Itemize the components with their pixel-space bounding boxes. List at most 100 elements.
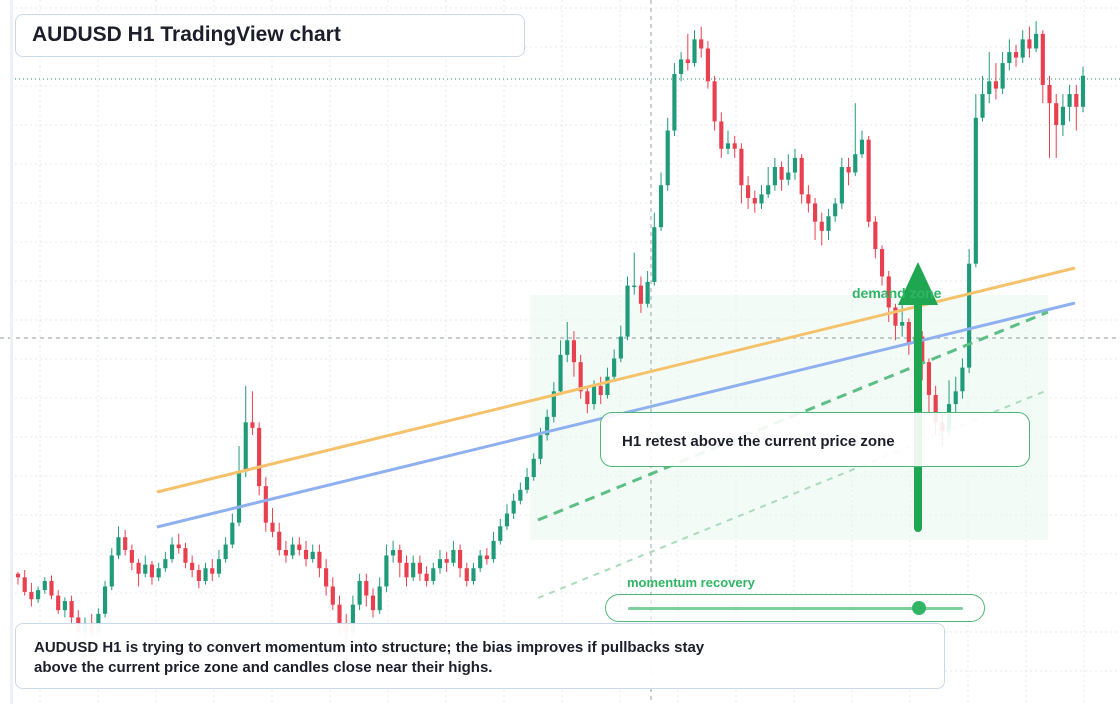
candle[interactable] [257, 422, 262, 496]
candle[interactable] [457, 544, 463, 578]
candle[interactable] [993, 63, 999, 100]
candle[interactable] [873, 216, 878, 259]
candle[interactable] [216, 549, 222, 578]
candle[interactable] [1047, 75, 1052, 158]
candle[interactable] [866, 136, 871, 228]
candle[interactable] [29, 582, 34, 607]
candle[interactable] [196, 564, 201, 589]
candle[interactable] [571, 331, 577, 377]
candle[interactable] [772, 157, 777, 191]
candle[interactable] [846, 157, 851, 186]
candle[interactable] [833, 198, 838, 222]
candle[interactable] [719, 112, 724, 158]
candle[interactable] [524, 467, 530, 494]
candle[interactable] [324, 559, 329, 596]
candle[interactable] [156, 562, 161, 581]
candle[interactable] [598, 376, 603, 405]
candle[interactable] [987, 52, 992, 104]
candle[interactable] [357, 573, 362, 611]
candle[interactable] [143, 555, 148, 578]
candle[interactable] [585, 385, 590, 414]
candle[interactable] [545, 409, 550, 441]
candle[interactable] [612, 349, 617, 381]
candle[interactable] [967, 249, 972, 374]
candle[interactable] [370, 588, 376, 618]
candle[interactable] [123, 529, 128, 556]
candle[interactable] [578, 354, 583, 399]
candle[interactable] [1027, 26, 1032, 58]
candle[interactable] [451, 540, 456, 567]
candle[interactable] [672, 63, 677, 137]
candle[interactable] [504, 504, 510, 530]
candle[interactable] [169, 537, 175, 563]
candle[interactable] [36, 586, 41, 603]
candle[interactable] [826, 208, 831, 240]
candle[interactable] [417, 555, 422, 581]
candle[interactable] [953, 376, 958, 414]
candle[interactable] [980, 75, 985, 122]
candle[interactable] [632, 252, 637, 295]
candle[interactable] [270, 508, 275, 538]
candle[interactable] [819, 212, 824, 246]
candle[interactable] [22, 570, 27, 596]
candle[interactable] [1020, 30, 1025, 64]
candle[interactable] [1067, 84, 1072, 122]
candle[interactable] [49, 575, 54, 600]
candle[interactable] [645, 270, 650, 308]
candle[interactable] [665, 117, 670, 191]
candle[interactable] [223, 537, 228, 563]
candle[interactable] [283, 540, 289, 563]
candle[interactable] [618, 325, 623, 363]
candle[interactable] [565, 322, 570, 363]
candle[interactable] [290, 537, 295, 560]
candle[interactable] [839, 157, 844, 209]
candle[interactable] [109, 548, 114, 591]
candle[interactable] [498, 518, 503, 545]
candle[interactable] [491, 531, 496, 563]
candle[interactable] [551, 382, 556, 423]
candle[interactable] [411, 555, 416, 581]
candle[interactable] [129, 544, 134, 571]
candle[interactable] [692, 30, 697, 67]
candle[interactable] [384, 544, 389, 592]
candle[interactable] [317, 544, 322, 578]
candle[interactable] [732, 136, 737, 158]
candle[interactable] [1074, 84, 1079, 131]
candle[interactable] [431, 562, 436, 585]
candle[interactable] [699, 26, 704, 58]
candle[interactable] [391, 540, 396, 563]
candle[interactable] [183, 542, 188, 569]
candle[interactable] [364, 573, 369, 607]
candle[interactable] [163, 551, 168, 572]
candle[interactable] [404, 555, 409, 587]
candle[interactable] [511, 493, 516, 519]
candle[interactable] [62, 597, 67, 618]
candle[interactable] [906, 318, 911, 355]
candle[interactable] [679, 52, 684, 82]
candle[interactable] [377, 577, 382, 614]
candle[interactable] [1007, 39, 1012, 71]
candle[interactable] [397, 544, 402, 578]
candle[interactable] [725, 130, 731, 155]
candle[interactable] [330, 577, 335, 611]
candle[interactable] [960, 358, 965, 399]
candle[interactable] [236, 446, 242, 527]
candle[interactable] [1080, 66, 1086, 113]
candle[interactable] [210, 559, 215, 581]
candle[interactable] [625, 276, 630, 341]
candle[interactable] [116, 526, 121, 560]
candle[interactable] [792, 148, 798, 180]
candle[interactable] [638, 276, 644, 313]
candle[interactable] [806, 185, 811, 213]
candle[interactable] [437, 549, 443, 574]
candle[interactable] [893, 303, 898, 341]
candle[interactable] [658, 172, 664, 231]
candle[interactable] [190, 555, 195, 578]
candle[interactable] [739, 143, 744, 204]
candle[interactable] [759, 185, 764, 209]
candle[interactable] [685, 33, 690, 71]
candle[interactable] [558, 340, 563, 395]
candle[interactable] [1060, 94, 1065, 137]
candle[interactable] [518, 482, 523, 505]
candle[interactable] [1040, 30, 1045, 104]
